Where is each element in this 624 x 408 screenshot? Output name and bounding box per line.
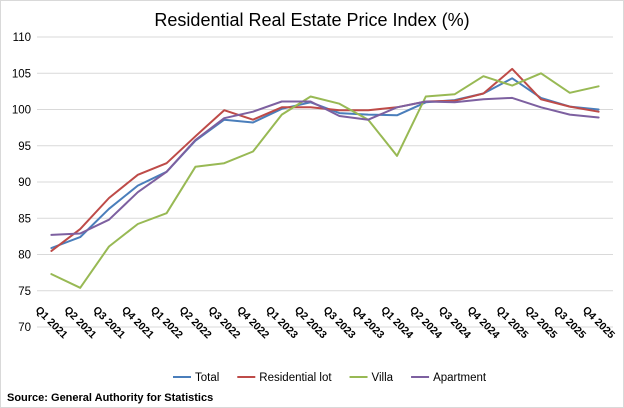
legend-label-residential-lot: Residential lot [259,372,332,384]
series-line-apartment [50,96,600,236]
y-tick-label: 110 [13,32,31,44]
chart-title: Residential Real Estate Price Index (%) [154,10,469,30]
y-tick-label: 75 [18,286,31,298]
legend-label-total: Total [195,372,219,384]
y-axis-ticks: 70 75 80 85 90 95 100 105 110 [12,32,31,334]
series-line-villa [50,72,600,289]
y-tick-label: 100 [12,105,31,117]
y-tick-label: 70 [18,322,31,334]
y-tick-label: 80 [18,250,31,262]
x-tick-label: Q4 2025 [580,304,617,341]
legend-label-apartment: Apartment [433,372,487,384]
series-line-total [50,77,600,249]
series-line-residential-lot [50,67,600,252]
legend: Total Residential lot Villa Apartment [173,372,487,384]
y-tick-label: 85 [18,213,31,225]
y-tick-label: 95 [18,141,31,153]
gridlines [37,36,613,328]
source-note: Source: General Authority for Statistics [7,392,213,404]
y-tick-label: 90 [18,177,31,189]
series-lines [50,67,600,289]
legend-label-villa: Villa [372,372,394,384]
y-tick-label: 105 [12,68,31,80]
